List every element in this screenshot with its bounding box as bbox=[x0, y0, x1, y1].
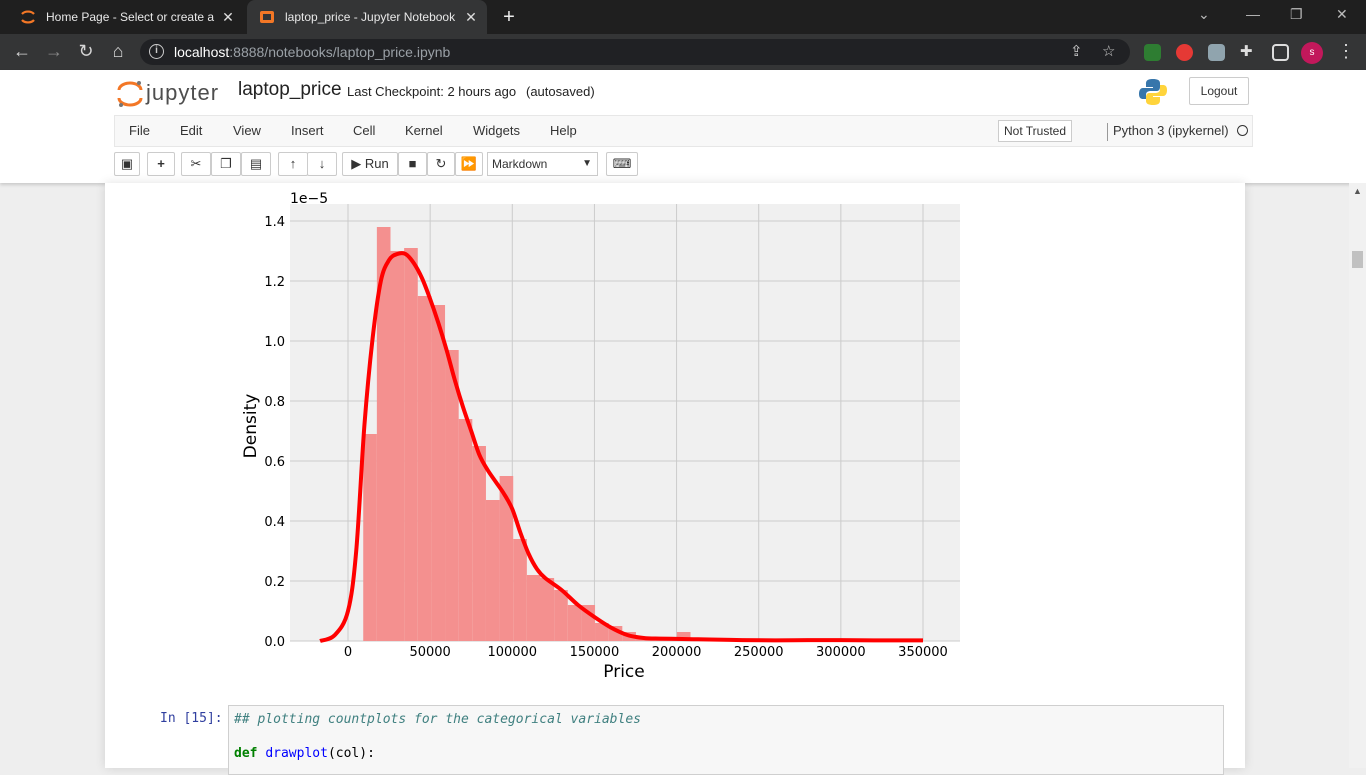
y-tick-label: 1.2 bbox=[264, 275, 285, 290]
scroll-thumb[interactable] bbox=[1352, 251, 1363, 268]
code-comment: ## plotting countplots for the categoric… bbox=[234, 712, 641, 727]
x-tick-labels: 0 50000 100000 150000 200000 250000 300000 3500… bbox=[344, 645, 948, 660]
histogram-bar bbox=[431, 305, 445, 641]
histogram-bar bbox=[472, 446, 486, 641]
y-tick-label: 0.6 bbox=[264, 455, 285, 470]
histogram-bar bbox=[404, 248, 418, 641]
x-tick-label: 100000 bbox=[487, 645, 537, 660]
y-axis-label: Density bbox=[241, 394, 261, 459]
code-cell[interactable]: ## plotting countplots for the categoric… bbox=[228, 705, 1224, 775]
y-offset-label: 1e−5 bbox=[290, 191, 328, 207]
histogram-bar bbox=[540, 578, 554, 641]
y-tick-label: 1.0 bbox=[264, 335, 285, 350]
x-tick-label: 0 bbox=[344, 645, 352, 660]
x-tick-label: 50000 bbox=[409, 645, 450, 660]
scroll-up-icon[interactable]: ▲ bbox=[1353, 186, 1362, 196]
histogram-bar bbox=[486, 500, 500, 641]
x-tick-label: 200000 bbox=[652, 645, 702, 660]
y-tick-label: 1.4 bbox=[264, 215, 285, 230]
histogram-bar bbox=[513, 539, 527, 641]
histogram-bar bbox=[363, 434, 377, 641]
y-tick-labels: 0.0 0.2 0.4 0.6 0.8 1.0 1.2 1.4 bbox=[264, 215, 285, 650]
code-keyword: def bbox=[234, 746, 257, 761]
code-args: (col): bbox=[328, 746, 375, 761]
x-tick-label: 300000 bbox=[816, 645, 866, 660]
histogram-bar bbox=[445, 350, 459, 641]
histogram-bar bbox=[554, 590, 568, 641]
histogram-bar bbox=[418, 296, 432, 641]
density-chart: 0 50000 100000 150000 200000 250000 300000 3500… bbox=[0, 0, 1366, 700]
y-tick-label: 0.0 bbox=[264, 635, 285, 650]
x-tick-label: 150000 bbox=[570, 645, 620, 660]
histogram-bar bbox=[459, 419, 473, 641]
code-function-name: drawplot bbox=[265, 746, 328, 761]
histogram-bar bbox=[527, 575, 541, 641]
code-line: def drawplot(col): bbox=[234, 746, 375, 761]
x-tick-label: 250000 bbox=[734, 645, 784, 660]
cell-prompt: In [15]: bbox=[160, 711, 223, 726]
histogram-bar bbox=[391, 251, 405, 641]
y-tick-label: 0.2 bbox=[264, 575, 285, 590]
x-axis-label: Price bbox=[603, 662, 644, 682]
histogram-bar bbox=[568, 605, 582, 641]
x-tick-label: 350000 bbox=[898, 645, 948, 660]
y-tick-label: 0.8 bbox=[264, 395, 285, 410]
page-scrollbar[interactable]: ▲ bbox=[1349, 183, 1366, 768]
y-tick-label: 0.4 bbox=[264, 515, 285, 530]
